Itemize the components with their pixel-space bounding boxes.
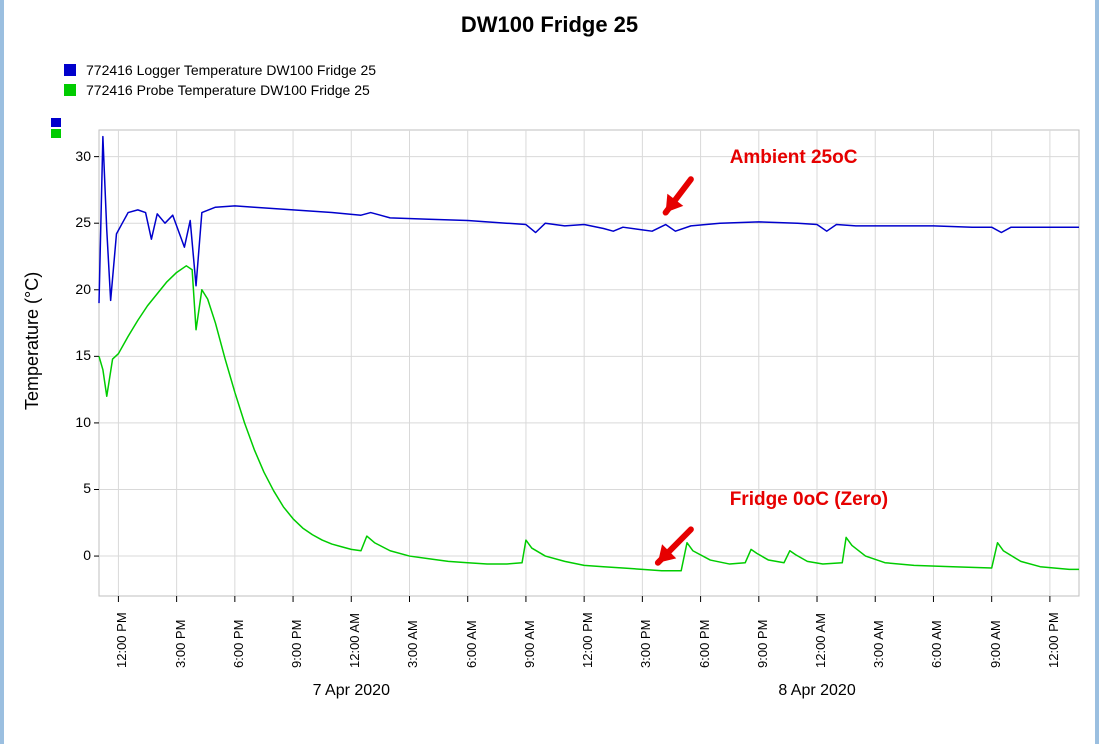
y-tick-label: 25 bbox=[51, 214, 91, 230]
chart-frame: DW100 Fridge 25 772416 Logger Temperatur… bbox=[0, 0, 1099, 744]
x-tick-label: 12:00 PM bbox=[114, 612, 129, 668]
x-tick-label: 6:00 PM bbox=[697, 620, 712, 668]
y-tick-label: 30 bbox=[51, 148, 91, 164]
x-tick-label: 9:00 AM bbox=[988, 620, 1003, 668]
y-tick-label: 0 bbox=[51, 547, 91, 563]
x-tick-label: 12:00 AM bbox=[347, 613, 362, 668]
x-tick-label: 9:00 AM bbox=[522, 620, 537, 668]
legend-label: 772416 Logger Temperature DW100 Fridge 2… bbox=[86, 62, 376, 78]
annotation-text: Fridge 0oC (Zero) bbox=[730, 489, 888, 511]
y-tick-label: 15 bbox=[51, 347, 91, 363]
legend-swatch bbox=[64, 84, 76, 96]
chart-title: DW100 Fridge 25 bbox=[4, 12, 1095, 38]
x-tick-label: 3:00 PM bbox=[638, 620, 653, 668]
x-tick-label: 3:00 AM bbox=[871, 620, 886, 668]
chart-svg bbox=[99, 130, 1079, 596]
x-tick-label: 9:00 PM bbox=[755, 620, 770, 668]
x-tick-label: 6:00 AM bbox=[929, 620, 944, 668]
y-axis-label: Temperature (°C) bbox=[22, 272, 43, 410]
x-tick-label: 12:00 PM bbox=[1046, 612, 1061, 668]
y-tick-label: 5 bbox=[51, 480, 91, 496]
x-tick-label: 12:00 PM bbox=[580, 612, 595, 668]
x-tick-label: 3:00 AM bbox=[405, 620, 420, 668]
legend-swatch bbox=[64, 64, 76, 76]
axis-marker-icon bbox=[51, 118, 61, 127]
x-date-label: 8 Apr 2020 bbox=[757, 682, 877, 700]
legend: 772416 Logger Temperature DW100 Fridge 2… bbox=[64, 62, 376, 102]
x-date-label: 7 Apr 2020 bbox=[291, 682, 411, 700]
plot-area bbox=[99, 130, 1079, 596]
y-tick-label: 10 bbox=[51, 414, 91, 430]
x-tick-label: 6:00 PM bbox=[231, 620, 246, 668]
x-tick-label: 12:00 AM bbox=[813, 613, 828, 668]
legend-label: 772416 Probe Temperature DW100 Fridge 25 bbox=[86, 82, 370, 98]
y-tick-label: 20 bbox=[51, 281, 91, 297]
x-tick-label: 6:00 AM bbox=[464, 620, 479, 668]
x-tick-label: 9:00 PM bbox=[289, 620, 304, 668]
x-tick-label: 3:00 PM bbox=[173, 620, 188, 668]
axis-marker-icon bbox=[51, 129, 61, 138]
legend-item: 772416 Probe Temperature DW100 Fridge 25 bbox=[64, 82, 376, 98]
annotation-text: Ambient 25oC bbox=[730, 147, 858, 169]
legend-item: 772416 Logger Temperature DW100 Fridge 2… bbox=[64, 62, 376, 78]
